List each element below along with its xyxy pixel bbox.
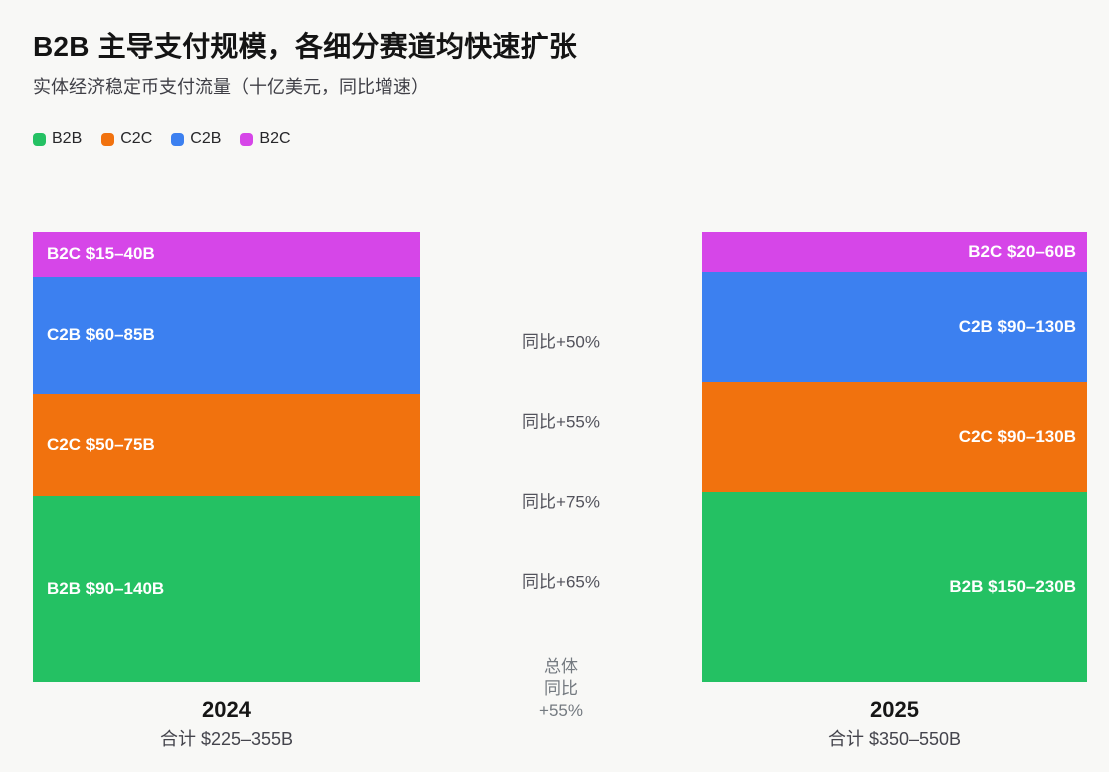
- legend-item-c2c: C2C: [101, 130, 152, 148]
- segment-2024-c2b: C2B $60–85B: [33, 276, 420, 395]
- total-yoy-line1: 总体: [544, 657, 578, 676]
- segment-label-2025-b2c: B2C $20–60B: [968, 242, 1076, 261]
- x-axis-total-2025: 合计 $350–550B: [827, 729, 962, 749]
- yoy-label-b2c: 同比+50%: [522, 332, 600, 352]
- segment-2024-c2c: C2C $50–75B: [33, 394, 420, 496]
- segment-label-2024-b2c: B2C $15–40B: [47, 244, 155, 264]
- stacked-bar-2025: B2C $20–60B C2B $90–130B C2C $90–130B B2…: [702, 232, 1087, 682]
- legend-item-c2b: C2B: [171, 130, 221, 148]
- x-axis-year-2025: 2025: [870, 697, 919, 722]
- segment-2025-c2c: C2C $90–130B: [702, 382, 1087, 492]
- segment-label-2024-c2b: C2B $60–85B: [47, 325, 155, 345]
- legend-label-b2b: B2B: [52, 130, 83, 147]
- yoy-label-c2b: 同比+55%: [522, 412, 600, 432]
- legend-item-b2b: B2B: [33, 130, 82, 148]
- segment-2024-b2b: B2B $90–140B: [33, 495, 420, 682]
- page-subtitle: 实体经济稳定币支付流量（十亿美元，同比增速）: [33, 77, 429, 97]
- total-yoy-label: 总体 同比 +55%: [420, 656, 702, 722]
- segment-label-2025-c2b: C2B $90–130B: [958, 317, 1076, 336]
- segment-2025-b2c: B2C $20–60B: [702, 232, 1087, 272]
- segment-2025-b2b: B2B $150–230B: [702, 492, 1087, 682]
- segment-label-2024-b2b: B2B $90–140B: [47, 578, 165, 598]
- legend-swatch-b2b-icon: [33, 132, 46, 146]
- total-yoy-line2: 同比: [544, 679, 578, 698]
- yoy-column: 同比+50% 同比+55% 同比+75% 同比+65% 总体 同比 +55%: [420, 232, 702, 721]
- page-title: B2B 主导支付规模，各细分赛道均快速扩张: [33, 31, 577, 62]
- stacked-bar-2024: B2C $15–40B C2B $60–85B C2C $50–75B B2B …: [33, 232, 420, 682]
- legend: B2B C2C C2B B2C: [33, 130, 291, 148]
- legend-label-c2c: C2C: [120, 130, 153, 147]
- legend-swatch-c2b-icon: [171, 132, 185, 146]
- legend-label-c2b: C2B: [190, 130, 222, 147]
- x-axis-year-2024: 2024: [202, 697, 251, 722]
- x-axis-total-2024: 合计 $225–355B: [159, 729, 294, 749]
- legend-swatch-c2c-icon: [101, 132, 115, 146]
- segment-2024-b2c: B2C $15–40B: [33, 232, 420, 277]
- legend-label-b2c: B2C: [259, 130, 291, 147]
- yoy-label-c2c: 同比+75%: [522, 492, 600, 512]
- segment-label-2024-c2c: C2C $50–75B: [47, 434, 155, 454]
- segment-2025-c2b: C2B $90–130B: [702, 272, 1087, 382]
- yoy-label-b2b: 同比+65%: [522, 572, 600, 592]
- total-yoy-line3: +55%: [539, 701, 583, 720]
- legend-swatch-b2c-icon: [240, 132, 254, 146]
- segment-label-2025-c2c: C2C $90–130B: [958, 427, 1076, 446]
- segment-label-2025-b2b: B2B $150–230B: [949, 577, 1076, 596]
- legend-item-b2c: B2C: [240, 130, 291, 148]
